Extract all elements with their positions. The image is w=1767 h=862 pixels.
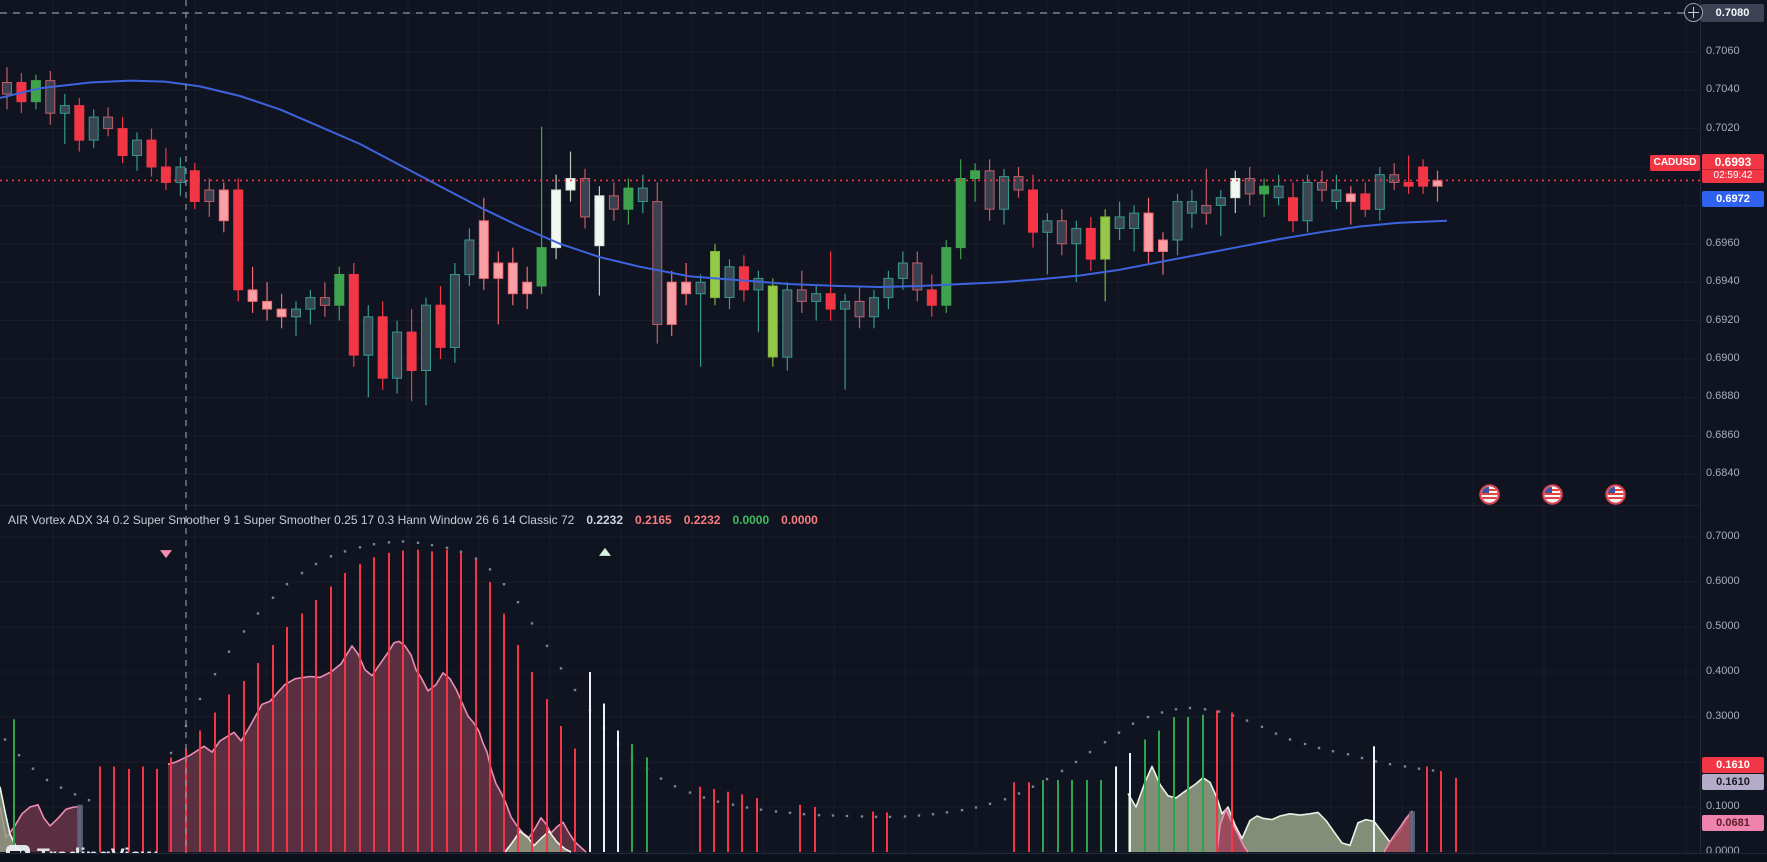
indicator-value: 0.2232: [586, 513, 624, 527]
us-flag-event-icon[interactable]: [1605, 484, 1626, 505]
indicator-axis-label: 0.6000: [1706, 575, 1740, 587]
indicator-value-badge: 0.1610: [1702, 774, 1764, 790]
indicator-axis-label: 0.5000: [1706, 620, 1740, 632]
price-axis-label: 0.6860: [1706, 428, 1740, 441]
indicator-values: 0.2232 0.2165 0.2232 0.0000 0.0000: [574, 513, 818, 527]
indicator-value-badge: 0.0681: [1702, 815, 1764, 831]
us-flag-event-icon[interactable]: [1479, 484, 1500, 505]
indicator-value: 0.0000: [732, 513, 770, 527]
bar-countdown: 02:59:42: [1702, 169, 1764, 182]
indicator-value: 0.2165: [635, 513, 672, 527]
indicator-axis-label: 0.1000: [1706, 800, 1740, 812]
time-axis[interactable]: [0, 853, 1767, 862]
last-price-value: 0.6993: [1714, 155, 1752, 169]
indicator-axis-label: 0.4000: [1706, 665, 1740, 677]
price-axis[interactable]: [1700, 0, 1767, 862]
price-axis-label: 0.6940: [1706, 275, 1740, 288]
indicator-axis-label: 0.7000: [1706, 530, 1740, 542]
crosshair-price-label: 0.7080: [1701, 4, 1764, 22]
ma-line: [0, 79, 1448, 288]
price-axis-label: 0.7040: [1706, 83, 1740, 96]
add-order-plus-icon[interactable]: [1684, 3, 1703, 22]
indicator-spikes: [13, 549, 1457, 852]
maroon-right-2: [1384, 811, 1412, 852]
indicator-value: 0.0000: [781, 513, 818, 527]
indicator-axis-label: 0.3000: [1706, 710, 1740, 722]
price-axis-label: 0.7020: [1706, 121, 1740, 134]
price-axis-label: 0.6880: [1706, 390, 1740, 403]
last-price-badge: 0.6993 02:59:42: [1702, 154, 1764, 183]
ma-value-badge: 0.6972: [1702, 191, 1764, 207]
candles-layer: [2, 67, 1443, 406]
adx-mountain: [168, 641, 586, 852]
indicator-value: 0.2232: [683, 513, 721, 527]
sage-left: [0, 786, 24, 852]
us-flag-event-icon[interactable]: [1542, 484, 1563, 505]
sage-right: [1128, 766, 1412, 852]
price-axis-label: 0.6920: [1706, 313, 1740, 326]
symbol-price-tag[interactable]: CADUSD: [1650, 155, 1700, 171]
buy-marker-icon: [599, 547, 611, 556]
sell-marker-icon: [160, 550, 172, 559]
price-axis-label: 0.7060: [1706, 44, 1740, 57]
indicator-title[interactable]: AIR Vortex ADX 34 0.2 Super Smoother 9 1…: [8, 513, 575, 527]
adx-dotted-curve: [3, 540, 1435, 819]
indicator-value-badge: 0.1610: [1702, 757, 1764, 773]
price-axis-label: 0.6960: [1706, 236, 1740, 249]
price-axis-label: 0.6840: [1706, 467, 1740, 480]
price-axis-label: 0.6900: [1706, 352, 1740, 364]
indicator-legend[interactable]: AIR Vortex ADX 34 0.2 Super Smoother 9 1…: [8, 513, 818, 527]
